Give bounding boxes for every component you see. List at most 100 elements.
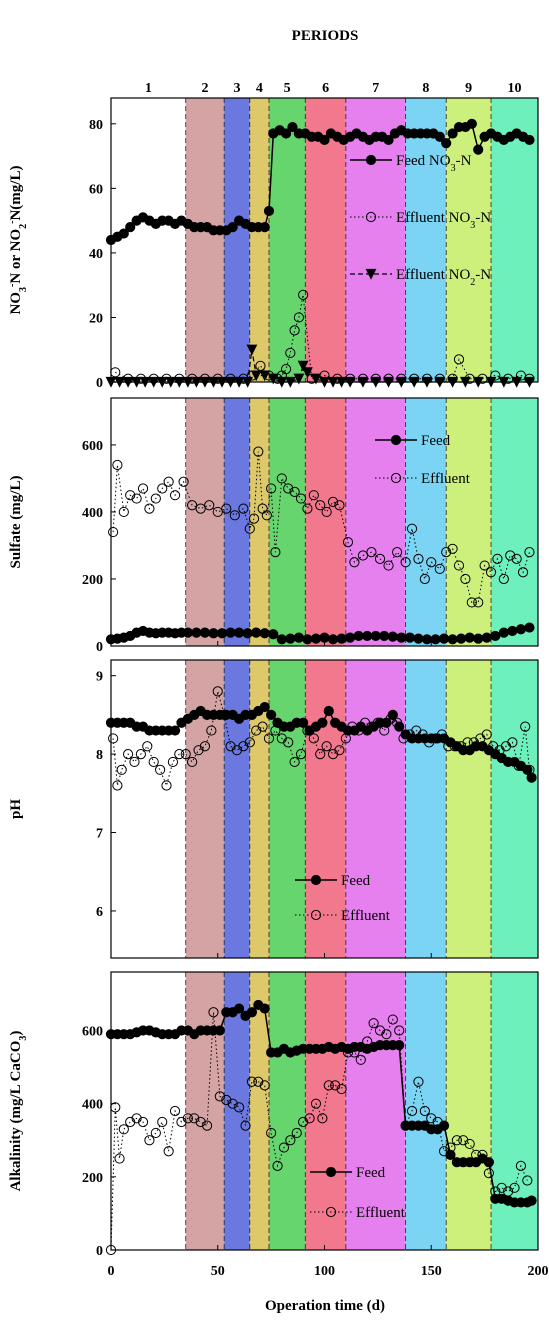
data-point [524, 134, 535, 146]
data-point [161, 780, 172, 791]
data-point [319, 632, 330, 643]
data-point [456, 633, 467, 644]
data-point [270, 547, 281, 558]
data-point [148, 756, 159, 768]
data-point [163, 476, 174, 487]
data-point [278, 1142, 290, 1153]
data-point [441, 138, 452, 149]
data-point [259, 1080, 270, 1091]
legend-marker [365, 268, 377, 280]
data-point [214, 1025, 225, 1036]
data-point [227, 1098, 238, 1109]
data-point [266, 709, 277, 720]
data-point [174, 749, 185, 760]
y-tick-label: 600 [82, 1025, 103, 1040]
period-band-4 [249, 398, 269, 646]
data-point [204, 500, 215, 511]
data-point [259, 628, 270, 639]
data-point [330, 1080, 341, 1091]
data-point [195, 1116, 206, 1128]
series-feed [105, 999, 537, 1208]
series-line [110, 1012, 528, 1251]
x-tick-label: 50 [211, 1264, 225, 1279]
data-point [434, 131, 445, 142]
data-point [214, 1091, 225, 1102]
period-band-2 [185, 98, 225, 382]
data-point [283, 737, 294, 748]
data-point [417, 729, 428, 740]
period-band-7 [345, 660, 406, 958]
data-point [266, 1127, 277, 1139]
data-point [451, 1135, 462, 1146]
data-point [250, 370, 262, 382]
data-point [216, 628, 228, 639]
data-point [466, 597, 477, 608]
data-point [167, 756, 179, 768]
legend-label: Effluent [356, 1205, 406, 1221]
data-point [379, 725, 390, 736]
data-point [125, 490, 136, 501]
y-tick-label: 400 [82, 1098, 103, 1113]
data-point [289, 756, 300, 768]
data-point [304, 1113, 315, 1124]
data-point [280, 363, 292, 375]
period-band-2 [185, 660, 225, 958]
data-point [118, 506, 129, 518]
data-point [293, 312, 304, 323]
data-point [280, 128, 292, 139]
y-tick-label: 40 [89, 247, 103, 262]
series-feed [105, 622, 535, 645]
data-point [520, 721, 531, 732]
period-band-9 [446, 398, 492, 646]
data-point [244, 737, 255, 748]
data-point [379, 630, 390, 642]
data-point [142, 741, 153, 752]
data-point [259, 370, 271, 382]
data-point [483, 1168, 494, 1179]
data-point [135, 749, 146, 760]
data-point [462, 737, 473, 748]
data-point [479, 560, 490, 571]
data-point [436, 729, 448, 740]
data-point [157, 483, 168, 494]
data-point [212, 506, 223, 518]
data-point [396, 632, 407, 643]
data-point [400, 557, 411, 568]
data-point [289, 486, 300, 497]
data-point [176, 1116, 187, 1128]
period-band-10 [491, 398, 538, 646]
data-point [464, 1138, 475, 1150]
data-point [199, 627, 211, 638]
data-point [295, 493, 307, 504]
data-point [283, 483, 294, 494]
data-point [481, 729, 492, 740]
data-point [221, 1094, 232, 1106]
data-point [507, 737, 518, 748]
data-point [291, 1127, 302, 1139]
data-point [441, 547, 452, 558]
data-point [323, 1080, 334, 1091]
data-point [400, 1120, 411, 1131]
data-point [340, 733, 351, 744]
y-tick-label: 600 [82, 439, 103, 454]
period-band-2 [185, 398, 225, 646]
data-point [289, 325, 300, 336]
data-point [189, 1113, 200, 1124]
data-point [112, 459, 123, 471]
legend: Feed Effluent [310, 1165, 406, 1221]
data-point [302, 725, 313, 736]
data-point [511, 553, 522, 564]
data-point [473, 633, 484, 644]
data-point [374, 1025, 386, 1036]
data-point [234, 1102, 245, 1113]
data-point [266, 483, 277, 494]
data-point [387, 1014, 398, 1025]
data-point [447, 634, 458, 645]
data-point [310, 633, 322, 644]
data-point [240, 1120, 251, 1131]
data-point [447, 543, 458, 554]
data-point [522, 1175, 533, 1186]
data-point [246, 1076, 258, 1087]
y-tick-label: 60 [89, 182, 103, 197]
